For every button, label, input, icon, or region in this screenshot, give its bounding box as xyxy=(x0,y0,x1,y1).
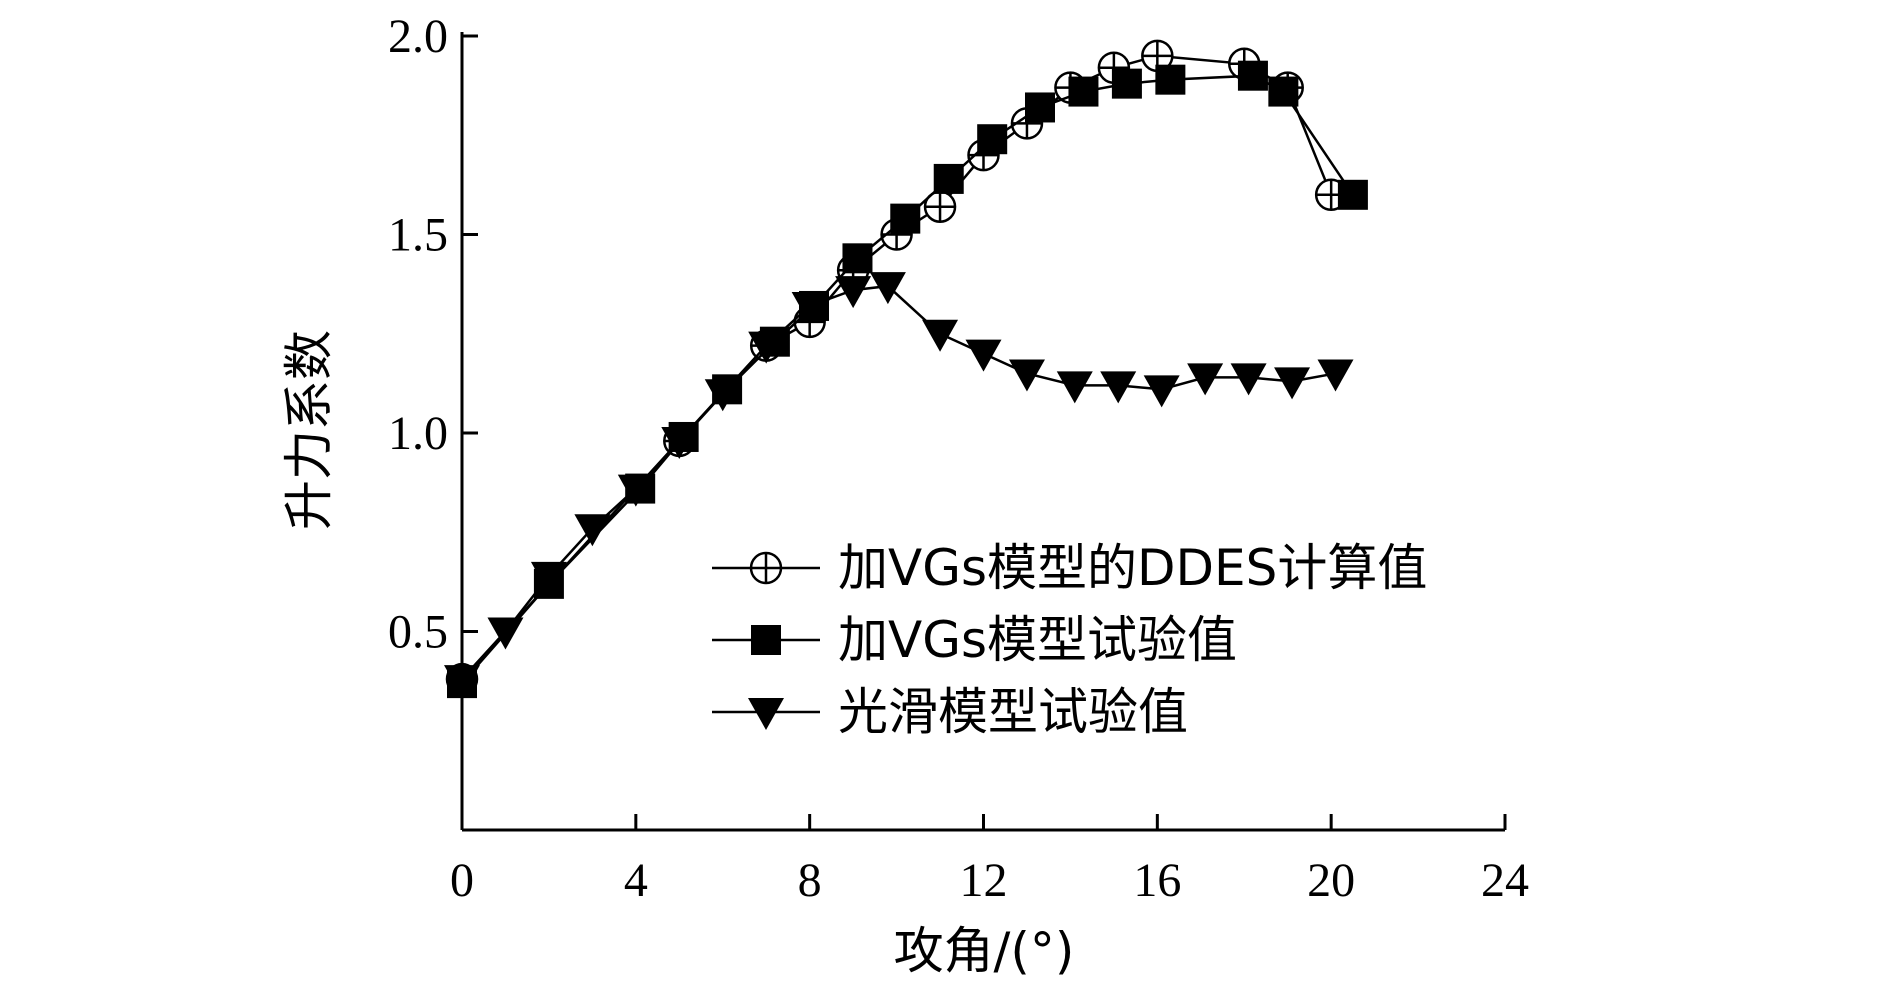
x-axis-label: 攻角/(°) xyxy=(894,922,1075,980)
data-point xyxy=(799,290,830,321)
data-point xyxy=(1068,76,1099,107)
data-point xyxy=(1317,359,1354,392)
data-point xyxy=(574,514,611,547)
axes: 0 4 8 12 16 20 24 0.5 1.0 1.5 2.0 xyxy=(388,10,1529,907)
x-tick-label: 12 xyxy=(960,854,1008,907)
data-point xyxy=(1008,359,1045,392)
y-tick-label: 0.5 xyxy=(388,606,448,659)
legend-marker xyxy=(749,551,783,585)
legend-label: 加VGs模型的DDES计算值 xyxy=(838,539,1427,597)
data-point xyxy=(668,421,699,452)
data-point xyxy=(933,163,964,194)
data-point xyxy=(625,473,656,504)
data-point xyxy=(842,243,873,274)
legend-entry-0: 加VGs模型的DDES计算值 xyxy=(712,539,1427,597)
data-point xyxy=(447,668,477,699)
series-1 xyxy=(447,60,1368,699)
x-tick-label: 8 xyxy=(798,854,822,907)
x-tick-label: 20 xyxy=(1307,854,1355,907)
data-point xyxy=(1337,179,1368,210)
data-point xyxy=(1056,371,1093,404)
data-point xyxy=(1155,64,1186,95)
data-point xyxy=(835,276,872,309)
legend-label: 光滑模型试验值 xyxy=(838,683,1188,741)
data-point xyxy=(1143,375,1180,408)
data-point xyxy=(1274,367,1311,400)
data-point xyxy=(1141,39,1174,73)
data-point xyxy=(1237,60,1268,91)
x-tick-label: 24 xyxy=(1481,854,1529,907)
data-point xyxy=(1230,363,1267,396)
data-point xyxy=(869,272,906,305)
x-tick-label: 0 xyxy=(450,854,474,907)
y-axis-label: 升力系数 xyxy=(280,330,338,530)
data-point xyxy=(759,326,790,357)
y-tick-label: 2.0 xyxy=(388,10,448,63)
data-point xyxy=(712,374,743,405)
legend-entry-1: 加VGs模型试验值 xyxy=(712,611,1237,669)
data-point xyxy=(1111,68,1142,99)
data-point xyxy=(890,203,921,234)
series-layer xyxy=(444,39,1368,699)
y-tick-label: 1.0 xyxy=(388,407,448,460)
legend-entry-2: 光滑模型试验值 xyxy=(712,683,1188,741)
data-point xyxy=(1187,363,1224,396)
data-point xyxy=(1100,371,1137,404)
data-point xyxy=(1024,92,1055,123)
y-tick-label: 1.5 xyxy=(388,209,448,262)
x-tick-label: 16 xyxy=(1133,854,1181,907)
data-point xyxy=(533,568,564,599)
legend-label: 加VGs模型试验值 xyxy=(838,611,1237,669)
data-point xyxy=(965,339,1002,372)
data-point xyxy=(1268,76,1299,107)
data-point xyxy=(922,319,959,352)
legend-marker xyxy=(748,698,784,730)
legend-marker xyxy=(751,625,781,655)
data-point xyxy=(977,124,1008,155)
x-tick-label: 4 xyxy=(624,854,648,907)
